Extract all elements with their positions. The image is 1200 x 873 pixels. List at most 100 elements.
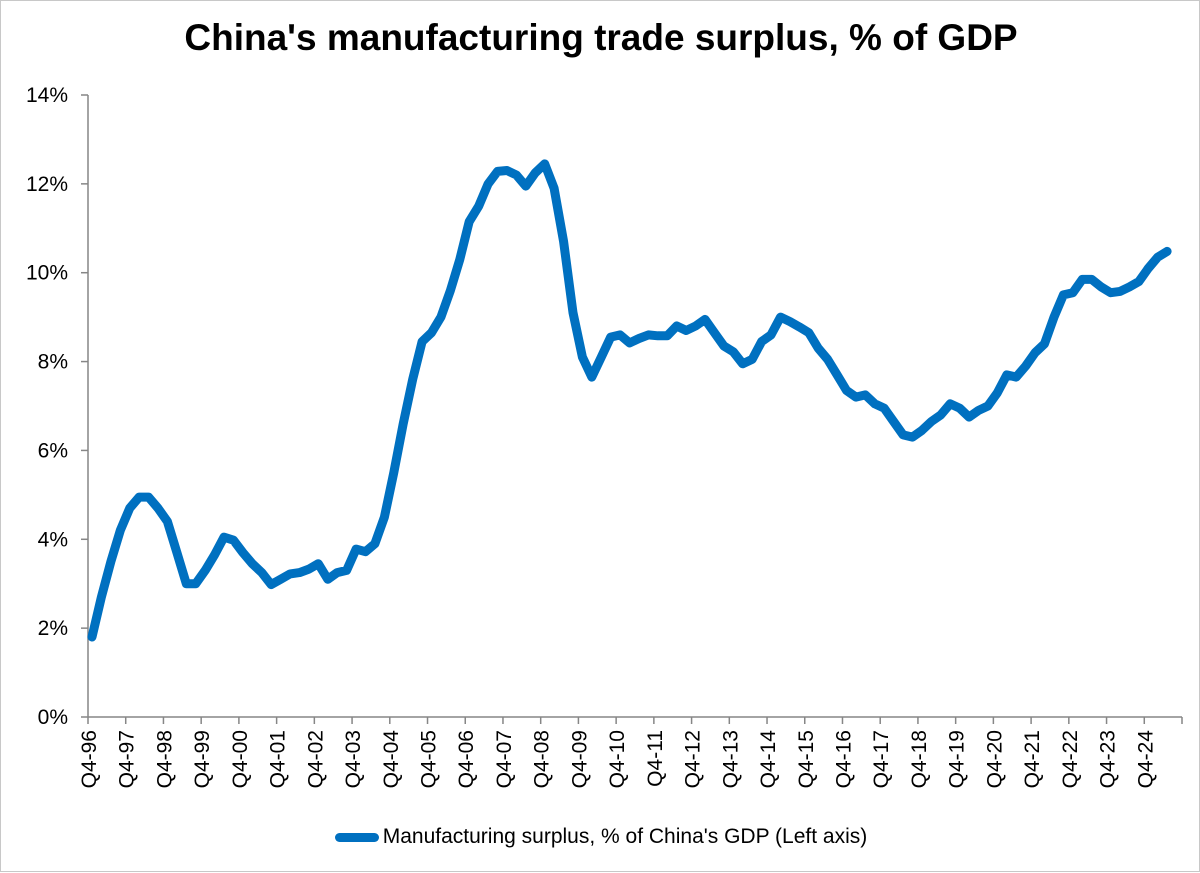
data-point — [1100, 286, 1102, 288]
y-tick-label: 14% — [26, 84, 68, 107]
y-tick-label: 12% — [26, 173, 68, 196]
data-point — [902, 434, 904, 436]
data-point — [1072, 292, 1074, 294]
x-tick-label: Q4-19 — [946, 730, 969, 788]
data-point — [1147, 267, 1149, 269]
data-point — [874, 403, 876, 405]
data-point — [327, 578, 329, 580]
data-point — [553, 187, 555, 189]
x-tick-label: Q4-14 — [757, 730, 780, 789]
data-point — [346, 569, 348, 571]
legend-swatch — [334, 832, 379, 842]
data-point — [100, 596, 102, 598]
x-tick-label: Q4-24 — [1134, 730, 1157, 789]
data-point — [459, 258, 461, 260]
data-point — [619, 334, 621, 336]
data-point — [157, 507, 159, 509]
x-tick-label: Q4-12 — [682, 730, 705, 788]
x-tick-label: Q4-02 — [304, 730, 327, 788]
data-point — [638, 338, 640, 340]
data-point — [365, 551, 367, 553]
legend: Manufacturing surplus, % of China's GDP … — [1, 825, 1200, 849]
x-tick-label: Q4-00 — [229, 730, 252, 788]
x-tick-label: Q4-23 — [1097, 730, 1120, 788]
x-tick-label: Q4-07 — [493, 730, 516, 788]
x-tick-label: Q4-20 — [983, 730, 1006, 788]
data-point — [449, 290, 451, 292]
data-point — [780, 316, 782, 318]
data-point — [242, 552, 244, 554]
data-point — [836, 374, 838, 376]
data-point — [949, 403, 951, 405]
x-tick-label: Q4-11 — [644, 730, 667, 787]
data-point — [1081, 278, 1083, 280]
data-point — [723, 345, 725, 347]
data-point — [497, 170, 499, 172]
data-point — [251, 563, 253, 565]
y-tick-label: 2% — [38, 617, 68, 640]
data-point — [685, 330, 687, 332]
data-point — [817, 347, 819, 349]
data-point — [440, 316, 442, 318]
data-point — [732, 351, 734, 353]
data-point — [166, 521, 168, 523]
x-tick-label: Q4-18 — [908, 730, 931, 788]
data-point — [1015, 376, 1017, 378]
data-point — [713, 332, 715, 334]
data-point — [280, 578, 282, 580]
data-point — [1119, 290, 1121, 292]
data-point — [204, 569, 206, 571]
y-tick-label: 4% — [38, 528, 68, 551]
data-point — [270, 584, 272, 586]
data-point — [355, 548, 357, 550]
data-point — [289, 573, 291, 575]
data-point — [185, 583, 187, 585]
data-point — [751, 358, 753, 360]
x-tick-label: Q4-10 — [606, 730, 629, 788]
x-tick-label: Q4-98 — [153, 730, 176, 788]
series-group — [87, 159, 1172, 642]
x-axis: Q4-96 Q4-97 Q4-98 Q4-99 Q4-00 Q4-01 Q4-02 Q4-03… — [78, 716, 1183, 789]
data-point — [695, 325, 697, 327]
data-point — [478, 205, 480, 207]
data-point — [91, 636, 93, 638]
data-point — [610, 336, 612, 338]
data-point — [959, 407, 961, 409]
data-point — [1110, 292, 1112, 294]
x-tick-label: Q4-97 — [116, 730, 139, 788]
data-point — [789, 321, 791, 323]
x-tick-label: Q4-17 — [870, 730, 893, 788]
x-tick-label: Q4-03 — [342, 730, 365, 788]
data-point — [996, 392, 998, 394]
data-point — [808, 332, 810, 334]
y-tick-label: 8% — [38, 351, 68, 374]
data-point — [563, 241, 565, 243]
data-point — [657, 335, 659, 337]
data-point — [761, 341, 763, 343]
data-point — [968, 416, 970, 418]
data-point — [940, 414, 942, 416]
data-point — [233, 539, 235, 541]
x-tick-label: Q4-05 — [418, 730, 441, 788]
x-tick-label: Q4-09 — [568, 730, 591, 788]
x-tick-label: Q4-01 — [267, 730, 290, 788]
x-tick-label: Q4-96 — [78, 730, 101, 788]
x-tick-label: Q4-22 — [1059, 730, 1082, 788]
data-point — [629, 342, 631, 344]
data-point — [912, 436, 914, 438]
data-point — [138, 496, 140, 498]
y-tick-label: 0% — [38, 706, 68, 729]
data-point — [846, 389, 848, 391]
data-point — [1034, 352, 1036, 354]
x-tick-label: Q4-21 — [1021, 730, 1044, 788]
data-point — [591, 376, 593, 378]
data-point — [544, 163, 546, 165]
data-point — [581, 356, 583, 358]
data-point — [383, 516, 385, 518]
data-point — [647, 334, 649, 336]
data-point — [412, 378, 414, 380]
legend-label: Manufacturing surplus, % of China's GDP … — [382, 825, 868, 848]
data-point — [506, 170, 508, 172]
data-point — [1128, 286, 1130, 288]
